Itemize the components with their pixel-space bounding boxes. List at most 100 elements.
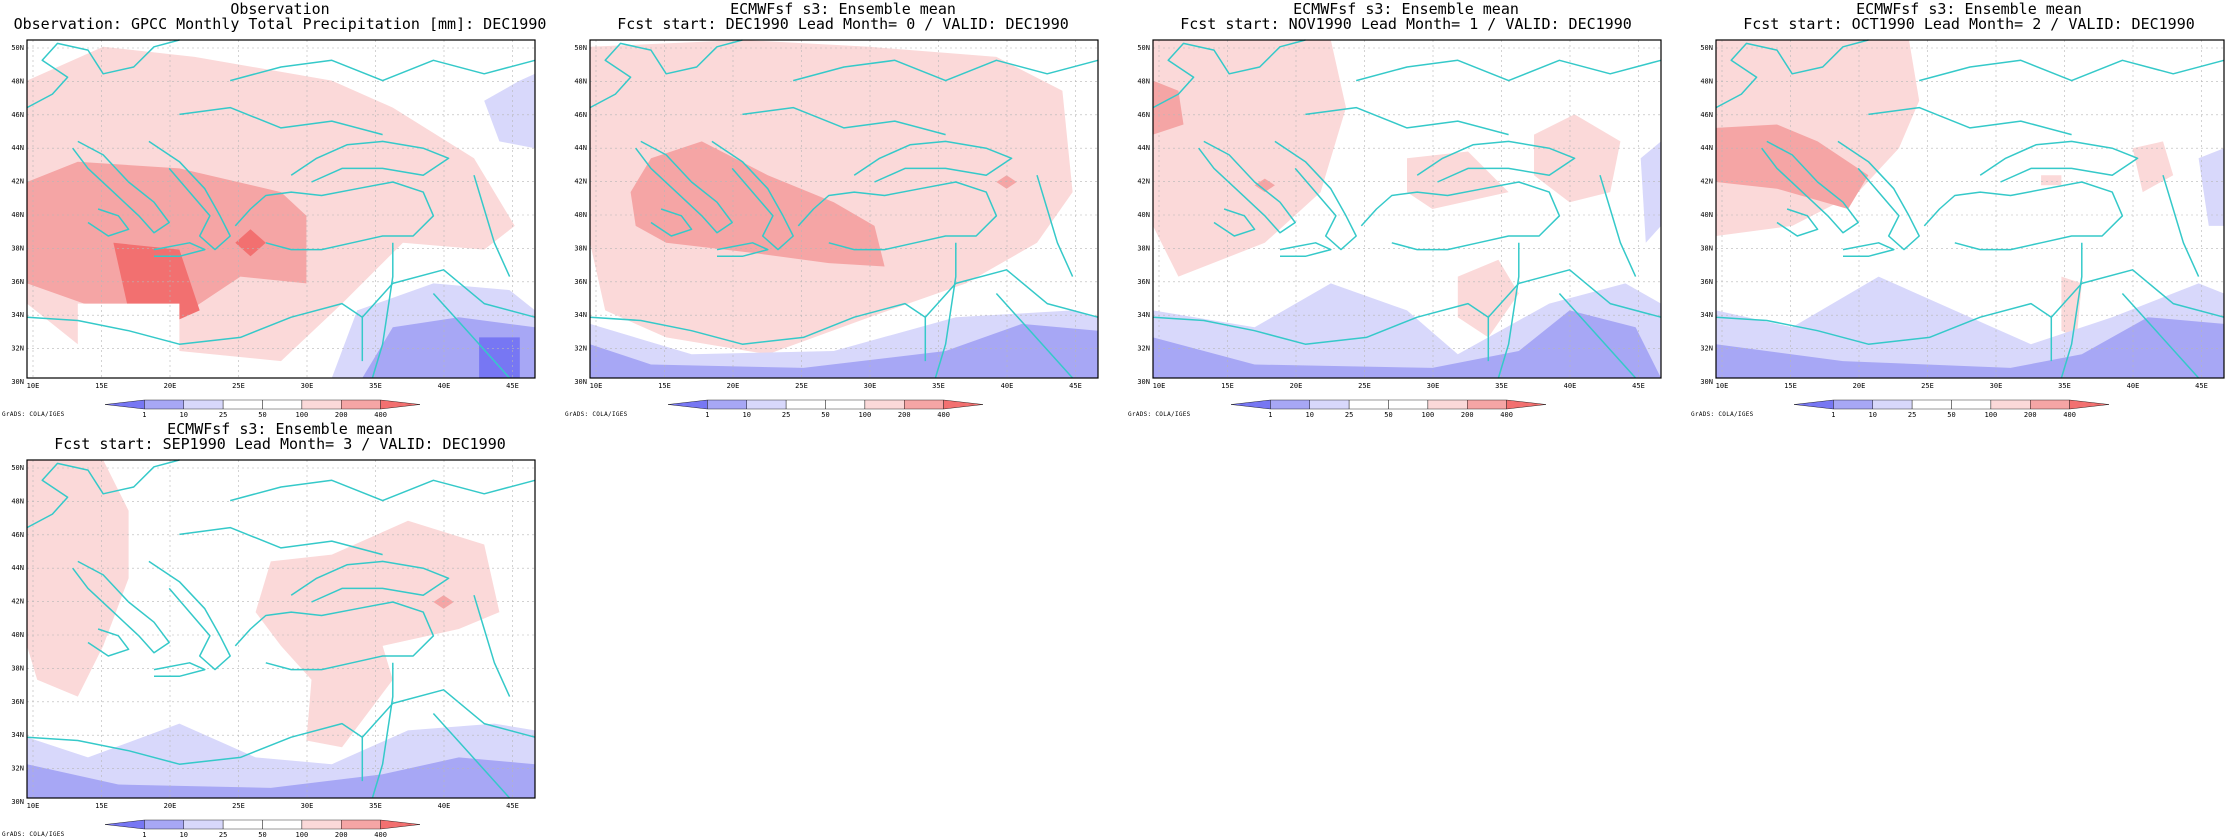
- precip-contour: [1716, 124, 1869, 209]
- lat-tick-label: 38N: [11, 664, 24, 672]
- colorbar-label: 100: [1985, 411, 1998, 419]
- colorbar-label: 100: [1422, 411, 1435, 419]
- lon-tick-label: 25E: [232, 802, 245, 810]
- coastline: [797, 181, 998, 251]
- colorbar-label: 100: [296, 831, 309, 839]
- coastline: [72, 560, 170, 654]
- precip-contour: [996, 175, 1017, 189]
- coastline: [853, 140, 1013, 183]
- colorbar-swatch: [144, 819, 184, 830]
- panel-title: Observation: [230, 0, 330, 18]
- coastline: [26, 39, 180, 109]
- lon-tick-label: 25E: [232, 382, 245, 390]
- precip-contour: [590, 40, 1073, 355]
- coastline: [1868, 106, 2072, 136]
- lat-tick-label: 36N: [11, 278, 24, 286]
- colorbar-label: 200: [1461, 411, 1474, 419]
- precip-contour: [1254, 178, 1275, 193]
- colorbar-swatch: [1506, 399, 1547, 410]
- colorbar-swatch: [104, 819, 145, 830]
- lon-tick-label: 15E: [95, 802, 108, 810]
- lat-tick-label: 46N: [11, 531, 24, 539]
- coastline: [432, 292, 511, 379]
- colorbar-label: 25: [219, 831, 227, 839]
- forecast-panel-lead-2: ECMWFsf s3: Ensemble mean Fcst start: OC…: [1689, 0, 2240, 420]
- lon-tick-label: 20E: [164, 382, 177, 390]
- lat-tick-label: 34N: [11, 731, 24, 739]
- panel-subtitle: Observation: GPCC Monthly Total Precipit…: [13, 15, 547, 33]
- colorbar-label: 10: [180, 831, 188, 839]
- coastline: [1416, 140, 1576, 183]
- coastline: [473, 594, 511, 697]
- colorbar-label: 400: [374, 831, 387, 839]
- coastline: [995, 292, 1074, 379]
- lon-tick-label: 45E: [1069, 382, 1082, 390]
- lat-tick-label: 40N: [1137, 211, 1150, 219]
- colorbar-swatch: [222, 819, 263, 830]
- colorbar-swatch: [380, 819, 421, 830]
- lon-tick-label: 40E: [1001, 382, 1014, 390]
- coastline: [153, 242, 206, 258]
- lat-tick-label: 32N: [1137, 345, 1150, 353]
- lat-tick-label: 44N: [1700, 144, 1713, 152]
- colorbar-swatch: [1793, 399, 1834, 410]
- grads-credit: GrADS: COLA/IGES: [2, 411, 65, 418]
- precip-contour: [1534, 114, 1621, 203]
- colorbar-swatch: [183, 399, 224, 410]
- lat-tick-label: 36N: [1700, 278, 1713, 286]
- colorbar-swatch: [2030, 399, 2070, 410]
- observation-panel: Observation Observation: GPCC Monthly To…: [0, 0, 560, 420]
- coastline: [473, 174, 511, 277]
- coastline: [230, 479, 536, 502]
- coastline: [1842, 242, 1895, 258]
- coastline: [87, 628, 130, 657]
- coastline: [234, 181, 435, 251]
- coastline: [179, 526, 383, 556]
- coastline: [1152, 39, 1306, 109]
- lat-tick-label: 42N: [574, 178, 587, 186]
- coastline: [1198, 140, 1296, 234]
- coastline: [934, 242, 957, 379]
- precipitation-map: 50N 48N 46N 44N 42N 40N 38N 36N 34N 32N 30N 10E 15E 2…: [11, 459, 536, 839]
- colorbar-swatch: [667, 399, 708, 410]
- coastline: [1923, 181, 2124, 251]
- lat-tick-label: 32N: [11, 345, 24, 353]
- coastline: [1979, 140, 2139, 183]
- colorbar-label: 25: [1908, 411, 1916, 419]
- coastline: [72, 140, 170, 234]
- lat-tick-label: 44N: [11, 144, 24, 152]
- coastline: [1279, 242, 1332, 258]
- precip-contour: [630, 141, 885, 267]
- colorbar-label: 400: [1500, 411, 1513, 419]
- lat-tick-label: 34N: [1700, 311, 1713, 319]
- lon-tick-label: 20E: [1290, 382, 1303, 390]
- colorbar-label: 1: [142, 831, 146, 839]
- colorbar-label: 25: [1345, 411, 1353, 419]
- colorbar-label: 50: [258, 831, 266, 839]
- lon-tick-label: 25E: [1921, 382, 1934, 390]
- colorbar-swatch: [144, 399, 184, 410]
- colorbar-label: 200: [335, 831, 348, 839]
- colorbar-swatch: [301, 819, 342, 830]
- precip-contour: [2041, 175, 2062, 186]
- precip-contour: [2132, 141, 2174, 193]
- lat-tick-label: 48N: [11, 497, 24, 505]
- panel-subtitle: Fcst start: SEP1990 Lead Month= 3 / VALI…: [54, 435, 506, 453]
- panel-subtitle: Fcst start: DEC1990 Lead Month= 0 / VALI…: [617, 15, 1069, 33]
- lon-tick-label: 20E: [727, 382, 740, 390]
- lon-tick-label: 40E: [438, 802, 451, 810]
- colorbar-label: 100: [859, 411, 872, 419]
- colorbar-swatch: [1467, 399, 1507, 410]
- lat-tick-label: 48N: [1137, 77, 1150, 85]
- lat-tick-label: 50N: [1700, 44, 1713, 52]
- lat-tick-label: 46N: [574, 111, 587, 119]
- coastline: [234, 601, 435, 671]
- coastline: [290, 560, 450, 603]
- lon-tick-label: 10E: [1153, 382, 1166, 390]
- coastline: [179, 106, 383, 136]
- colorbar-swatch: [1230, 399, 1271, 410]
- colorbar-swatch: [301, 399, 342, 410]
- grads-credit: GrADS: COLA/IGES: [1128, 411, 1191, 418]
- coastline: [2121, 292, 2200, 379]
- colorbar-swatch: [1427, 399, 1468, 410]
